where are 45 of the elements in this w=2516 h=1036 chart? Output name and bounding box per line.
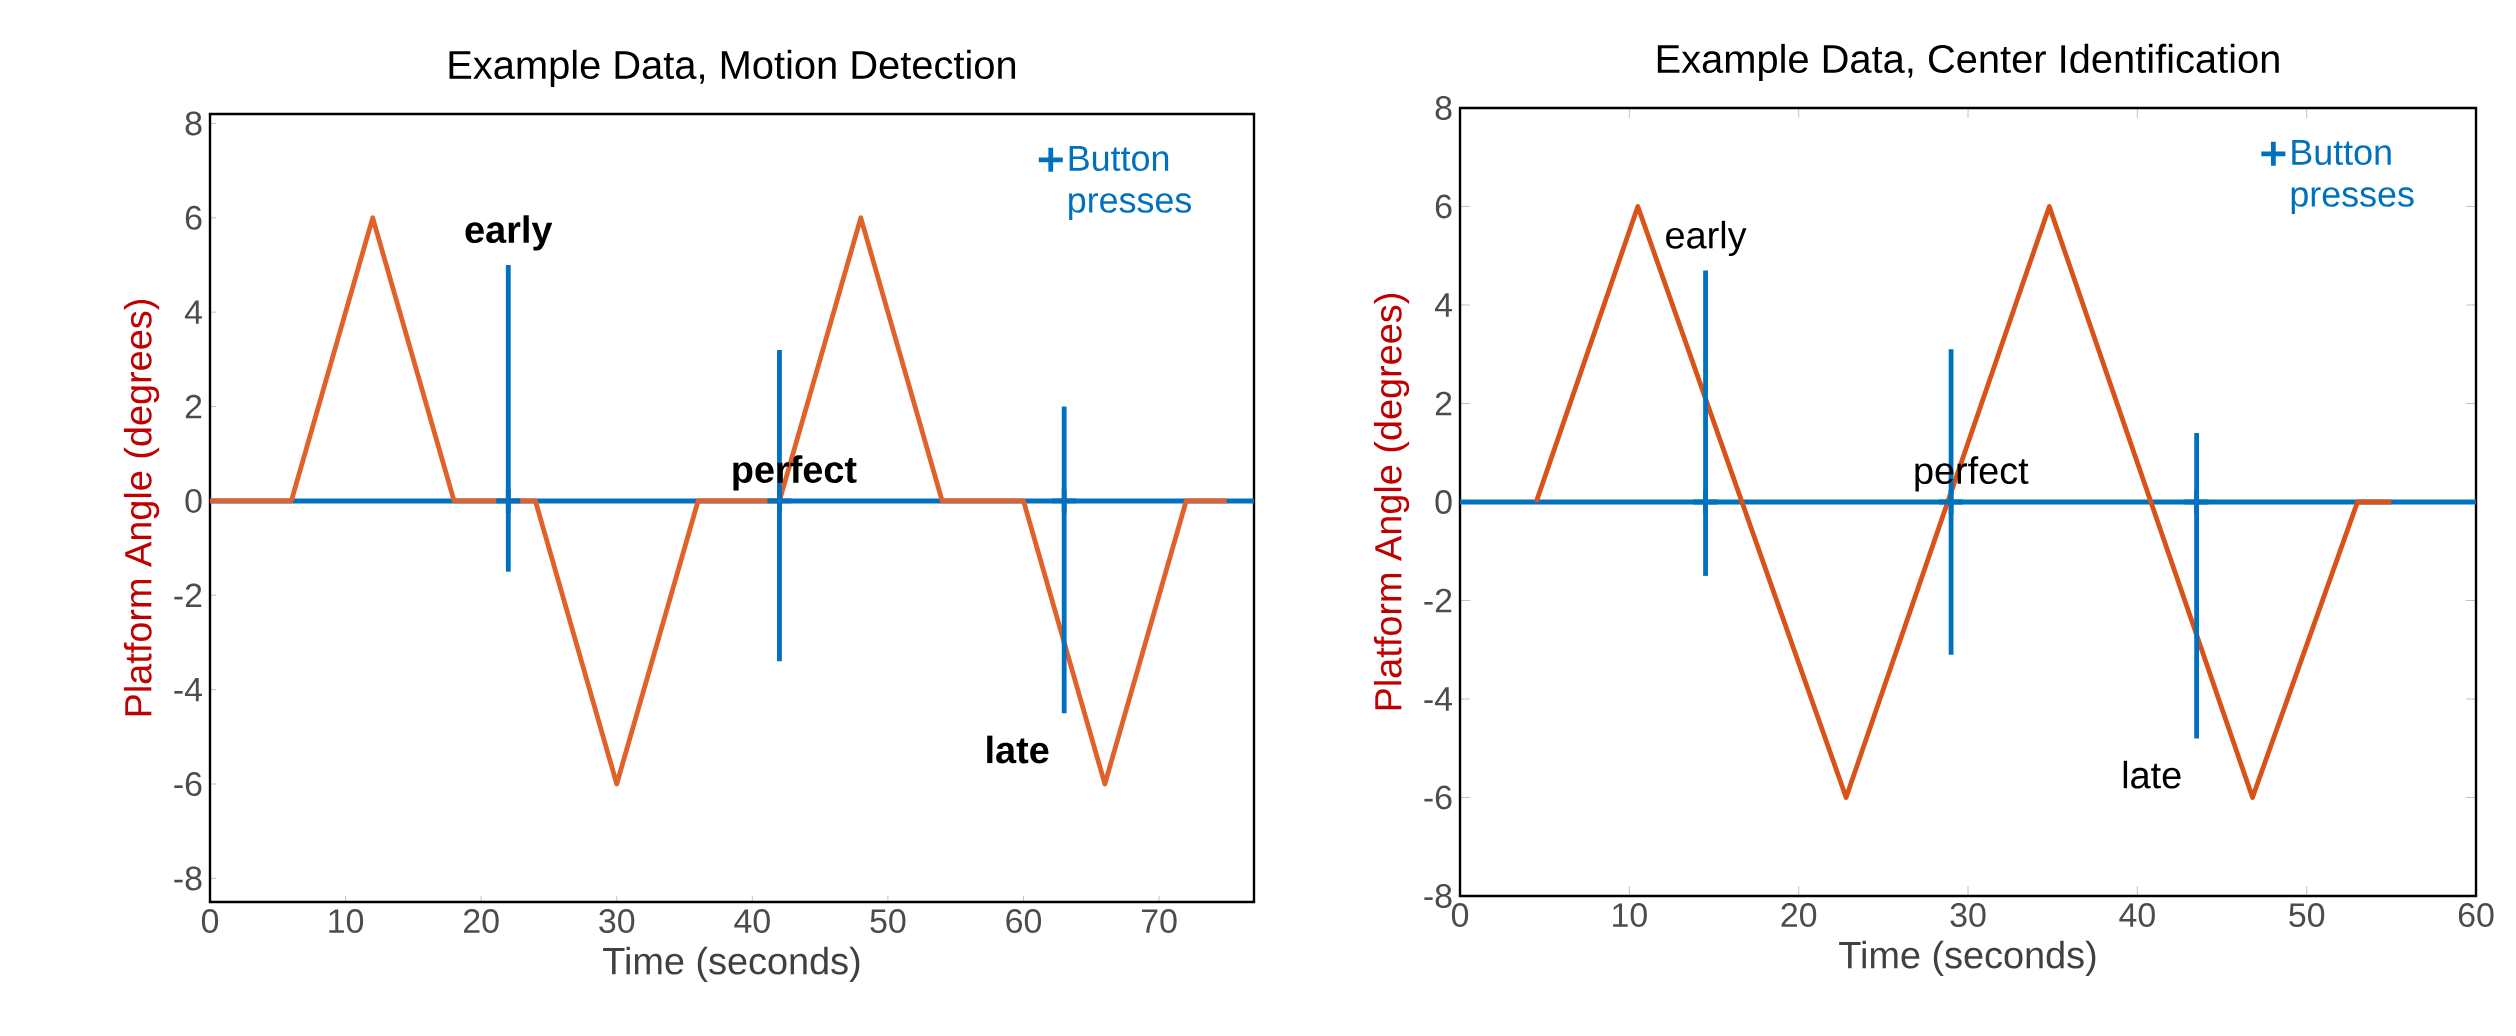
y-tick-label: 2: [185, 394, 202, 419]
y-tick-label: -6: [174, 772, 202, 797]
y-tick-label: 4: [1434, 293, 1452, 317]
x-tick-label: 50: [870, 909, 906, 934]
chart-title: Example Data, Center Identification: [1657, 43, 2279, 81]
x-tick-label: 40: [2119, 903, 2155, 928]
annotation: late: [2123, 760, 2181, 789]
y-axis-title: Platform Angle (degrees): [123, 300, 160, 716]
x-tick-label: 10: [329, 909, 364, 934]
y-tick-label: 2: [1435, 391, 1452, 416]
y-tick-label: -4: [174, 678, 202, 702]
y-tick-label: 6: [185, 205, 202, 230]
x-tick-label: 40: [734, 909, 770, 934]
x-tick-label: 10: [1613, 903, 1647, 928]
legend-label: Button presses: [1069, 145, 1192, 220]
y-tick-label: -8: [1424, 884, 1452, 908]
y-tick-label: -4: [1424, 687, 1452, 711]
y-tick-label: 6: [1435, 194, 1452, 219]
chart-title: Example Data, Motion Detection: [449, 49, 1016, 87]
y-tick-label: -8: [174, 866, 202, 891]
annotation: early: [465, 215, 553, 251]
x-tick-label: 0: [1451, 903, 1469, 928]
x-tick-label: 20: [464, 909, 499, 934]
x-axis-title: Time (seconds): [603, 946, 860, 982]
y-tick-label: -2: [1424, 588, 1452, 613]
y-tick-label: 8: [1435, 95, 1452, 120]
x-tick-label: 30: [599, 909, 635, 934]
x-tick-label: 50: [2289, 903, 2325, 928]
x-tick-label: 20: [1781, 903, 1817, 928]
x-tick-label: 60: [2458, 903, 2494, 928]
legend-label: Button presses: [2291, 139, 2414, 214]
x-tick-label: 60: [1006, 909, 1042, 934]
y-tick-label: 0: [185, 488, 202, 513]
y-axis-title: Platform Angle (degrees): [1373, 294, 1410, 710]
x-axis-title: Time (seconds): [1839, 940, 2096, 976]
y-tick-label: 8: [185, 111, 202, 136]
y-tick-label: 0: [1435, 489, 1452, 514]
y-tick-label: 4: [184, 300, 202, 324]
x-tick-label: 0: [201, 909, 219, 934]
annotation: early: [1666, 220, 1747, 257]
x-tick-label: 70: [1142, 909, 1177, 934]
y-tick-label: -6: [1424, 785, 1452, 810]
annotation: late: [987, 735, 1049, 764]
y-tick-label: -2: [174, 583, 202, 608]
x-tick-label: 30: [1950, 903, 1986, 928]
